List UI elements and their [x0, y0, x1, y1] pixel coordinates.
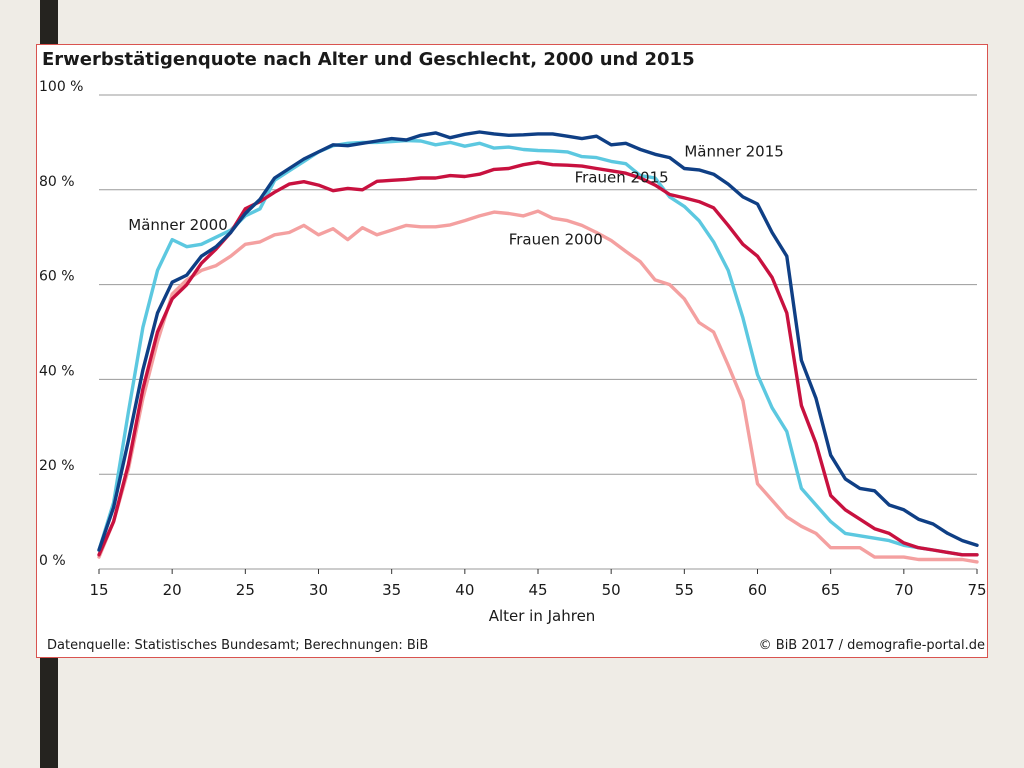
copyright-note: © BiB 2017 / demografie-portal.de [758, 638, 985, 653]
x-tick-label: 50 [602, 581, 621, 599]
x-tick-label: 25 [236, 581, 255, 599]
y-tick-label: 40 % [39, 363, 75, 379]
x-tick-label: 75 [967, 581, 986, 599]
series-label-frauen-2000: Frauen 2000 [509, 230, 603, 248]
x-tick-label: 40 [455, 581, 474, 599]
x-tick-label: 70 [894, 581, 913, 599]
x-tick-label: 15 [89, 581, 108, 599]
chart-title: Erwerbstätigenquote nach Alter und Gesch… [42, 49, 695, 70]
y-tick-label: 100 % [39, 79, 83, 95]
y-tick-label: 80 % [39, 174, 75, 190]
y-tick-labels: 0 % 20 % 40 % 60 % 80 % 100 % [39, 79, 83, 569]
y-tick-label: 60 % [39, 269, 75, 285]
series-line-frauen-2015 [97, 160, 979, 557]
grid-lines [99, 94, 977, 570]
x-tick-label: 35 [382, 581, 401, 599]
x-tick-label: 55 [675, 581, 694, 599]
series-line-frauen-2000 [97, 209, 979, 564]
series-lines [97, 130, 979, 564]
series-label-frauen-2015: Frauen 2015 [575, 169, 669, 187]
series-label-maenner-2015: Männer 2015 [684, 143, 784, 161]
x-axis-label: Alter in Jahren [489, 607, 596, 625]
series-labels: Frauen 2000 Männer 2000 Frauen 2015 Männer … [128, 143, 784, 249]
x-tick-label: 65 [821, 581, 840, 599]
x-tick-label: 30 [309, 581, 328, 599]
source-note: Datenquelle: Statistisches Bundesamt; Be… [47, 638, 429, 653]
y-tick-label: 0 % [39, 553, 66, 569]
x-tick-label: 60 [748, 581, 767, 599]
y-tick-label: 20 % [39, 458, 75, 474]
x-tick-label: 20 [163, 581, 182, 599]
series-line-maenner-2015 [97, 130, 979, 552]
series-label-maenner-2000: Männer 2000 [128, 216, 228, 234]
x-tick-labels: 15 20 25 30 35 40 45 50 55 60 65 70 75 [89, 569, 987, 599]
x-tick-label: 45 [528, 581, 547, 599]
series-line-maenner-2000 [97, 138, 979, 557]
line-chart: 0 % 20 % 40 % 60 % 80 % 100 % 15 20 25 30 35 40 45 5… [39, 79, 987, 625]
chart-card: Erwerbstätigenquote nach Alter und Gesch… [36, 44, 988, 658]
